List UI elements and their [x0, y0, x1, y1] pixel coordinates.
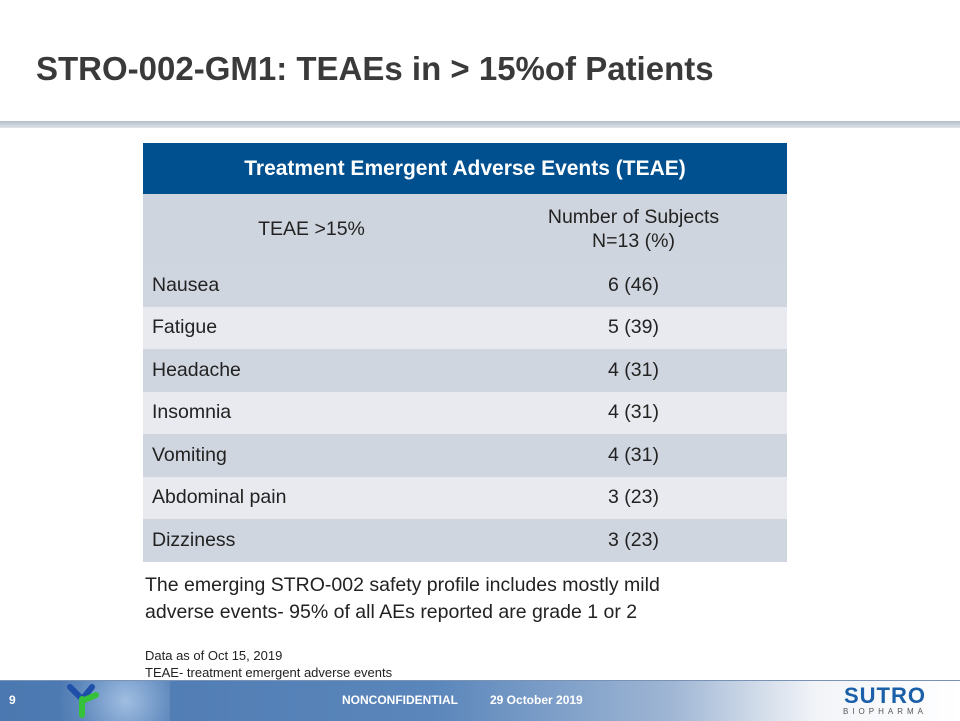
table-row: Nausea 6 (46)	[143, 264, 787, 307]
column-header-teae: TEAE >15%	[143, 194, 480, 264]
event-name: Fatigue	[143, 306, 480, 349]
event-name: Vomiting	[143, 434, 480, 477]
table-row: Vomiting 4 (31)	[143, 434, 787, 477]
title-divider	[0, 121, 960, 128]
column-header-subjects: Number of Subjects N=13 (%)	[480, 194, 787, 264]
note-line: adverse events- 95% of all AEs reported …	[145, 601, 638, 623]
confidentiality-label: NONCONFIDENTIAL	[342, 693, 458, 707]
subject-count: 6 (46)	[480, 264, 787, 307]
table-row: Headache 4 (31)	[143, 349, 787, 392]
event-name: Dizziness	[143, 519, 480, 562]
table-row: Abdominal pain 3 (23)	[143, 476, 787, 519]
event-name: Abdominal pain	[143, 476, 480, 519]
note-line: The emerging STRO-002 safety profile inc…	[145, 574, 660, 596]
column-header-line: N=13 (%)	[592, 230, 675, 252]
logo-text: SUTRO	[844, 683, 926, 708]
sutro-logo: SUTRO BIOPHARMA	[830, 683, 940, 717]
event-name: Headache	[143, 349, 480, 392]
safety-note: The emerging STRO-002 safety profile inc…	[145, 572, 660, 626]
table-row: Fatigue 5 (39)	[143, 306, 787, 349]
footnote-line: Data as of Oct 15, 2019	[145, 648, 283, 663]
footnote-line: TEAE- treatment emergent adverse events	[145, 665, 393, 680]
table-row: Insomnia 4 (31)	[143, 391, 787, 434]
subject-count: 3 (23)	[480, 476, 787, 519]
antibody-icon	[67, 684, 99, 718]
slide-title: STRO-002-GM1: TEAEs in > 15%of Patients	[36, 50, 714, 87]
table-row: Dizziness 3 (23)	[143, 519, 787, 562]
cell-image-decoration	[60, 681, 170, 721]
table-caption: Treatment Emergent Adverse Events (TEAE)	[143, 143, 787, 194]
column-header-line: Number of Subjects	[547, 206, 720, 228]
event-name: Insomnia	[143, 391, 480, 434]
event-name: Nausea	[143, 264, 480, 307]
subject-count: 3 (23)	[480, 519, 787, 562]
subject-count: 4 (31)	[480, 349, 787, 392]
subject-count: 5 (39)	[480, 306, 787, 349]
teae-table: Treatment Emergent Adverse Events (TEAE)…	[143, 143, 787, 562]
logo-subtext: BIOPHARMA	[842, 707, 927, 716]
page-number: 9	[9, 693, 16, 707]
slide-footer: 9 NONCONFIDENTIAL 29 October 2019 SUTRO …	[0, 680, 960, 721]
subject-count: 4 (31)	[480, 434, 787, 477]
subject-count: 4 (31)	[480, 391, 787, 434]
footer-date: 29 October 2019	[490, 693, 583, 707]
footnote: Data as of Oct 15, 2019 TEAE- treatment e…	[145, 647, 392, 681]
